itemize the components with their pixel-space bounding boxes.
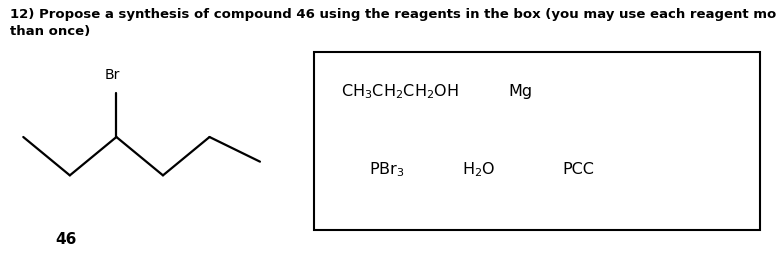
Text: $\mathregular{H_2O}$: $\mathregular{H_2O}$ (462, 161, 495, 179)
Bar (314, 52, 760, 230)
Text: $\mathregular{PBr_3}$: $\mathregular{PBr_3}$ (369, 161, 404, 179)
Text: 46: 46 (55, 232, 77, 247)
Text: Br: Br (105, 68, 120, 82)
Text: 12) Propose a synthesis of compound 46 using the reagents in the box (you may us: 12) Propose a synthesis of compound 46 u… (10, 8, 776, 38)
Text: PCC: PCC (563, 162, 594, 177)
Text: $\mathregular{CH_3CH_2CH_2OH}$: $\mathregular{CH_3CH_2CH_2OH}$ (341, 82, 459, 101)
Text: Mg: Mg (508, 84, 532, 99)
